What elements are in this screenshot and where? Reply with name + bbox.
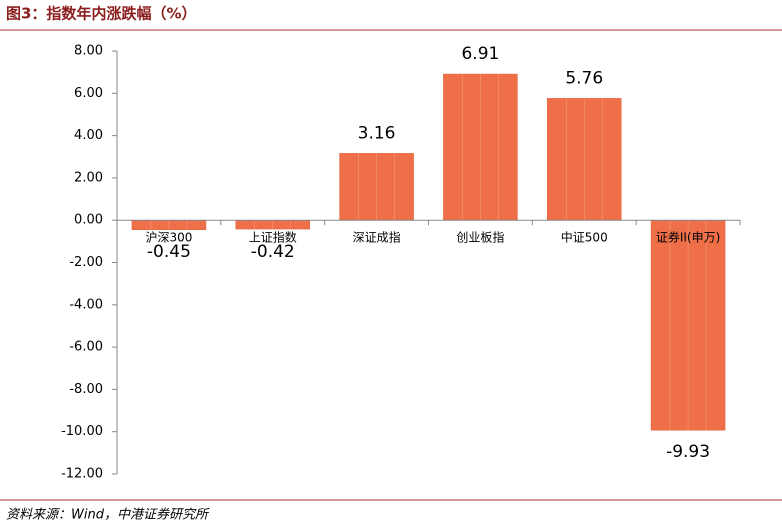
data-label: 5.76 [565, 68, 603, 88]
chart-title: 图3：指数年内涨跌幅（%） [6, 5, 196, 23]
y-tick-label: -12.00 [61, 467, 103, 482]
x-tick-label: 证券II(申万) [656, 230, 720, 245]
y-tick-label: 8.00 [74, 44, 103, 59]
y-tick-label: -6.00 [69, 340, 103, 355]
y-tick-label: -10.00 [61, 424, 103, 439]
y-tick-label: -2.00 [69, 255, 103, 270]
x-tick-label: 深证成指 [353, 230, 401, 245]
x-tick-label: 中证500 [561, 230, 608, 245]
y-tick-label: -8.00 [69, 382, 103, 397]
data-label: 3.16 [358, 123, 396, 143]
source-note: 资料来源：Wind，中港证券研究所 [6, 507, 210, 523]
x-tick-label: 上证指数 [249, 230, 297, 245]
data-label: -9.93 [666, 442, 710, 462]
y-tick-label: 4.00 [74, 128, 103, 143]
y-tick-label: 2.00 [74, 170, 103, 185]
x-tick-label: 创业板指 [456, 230, 504, 245]
y-tick-label: -4.00 [69, 297, 103, 312]
x-tick-label: 沪深300 [145, 231, 192, 245]
data-label: -0.45 [147, 242, 191, 262]
data-label: -0.42 [251, 242, 295, 262]
data-label: 6.91 [461, 44, 499, 64]
y-tick-label: 6.00 [74, 86, 103, 101]
y-tick-label: 0.00 [74, 213, 103, 228]
